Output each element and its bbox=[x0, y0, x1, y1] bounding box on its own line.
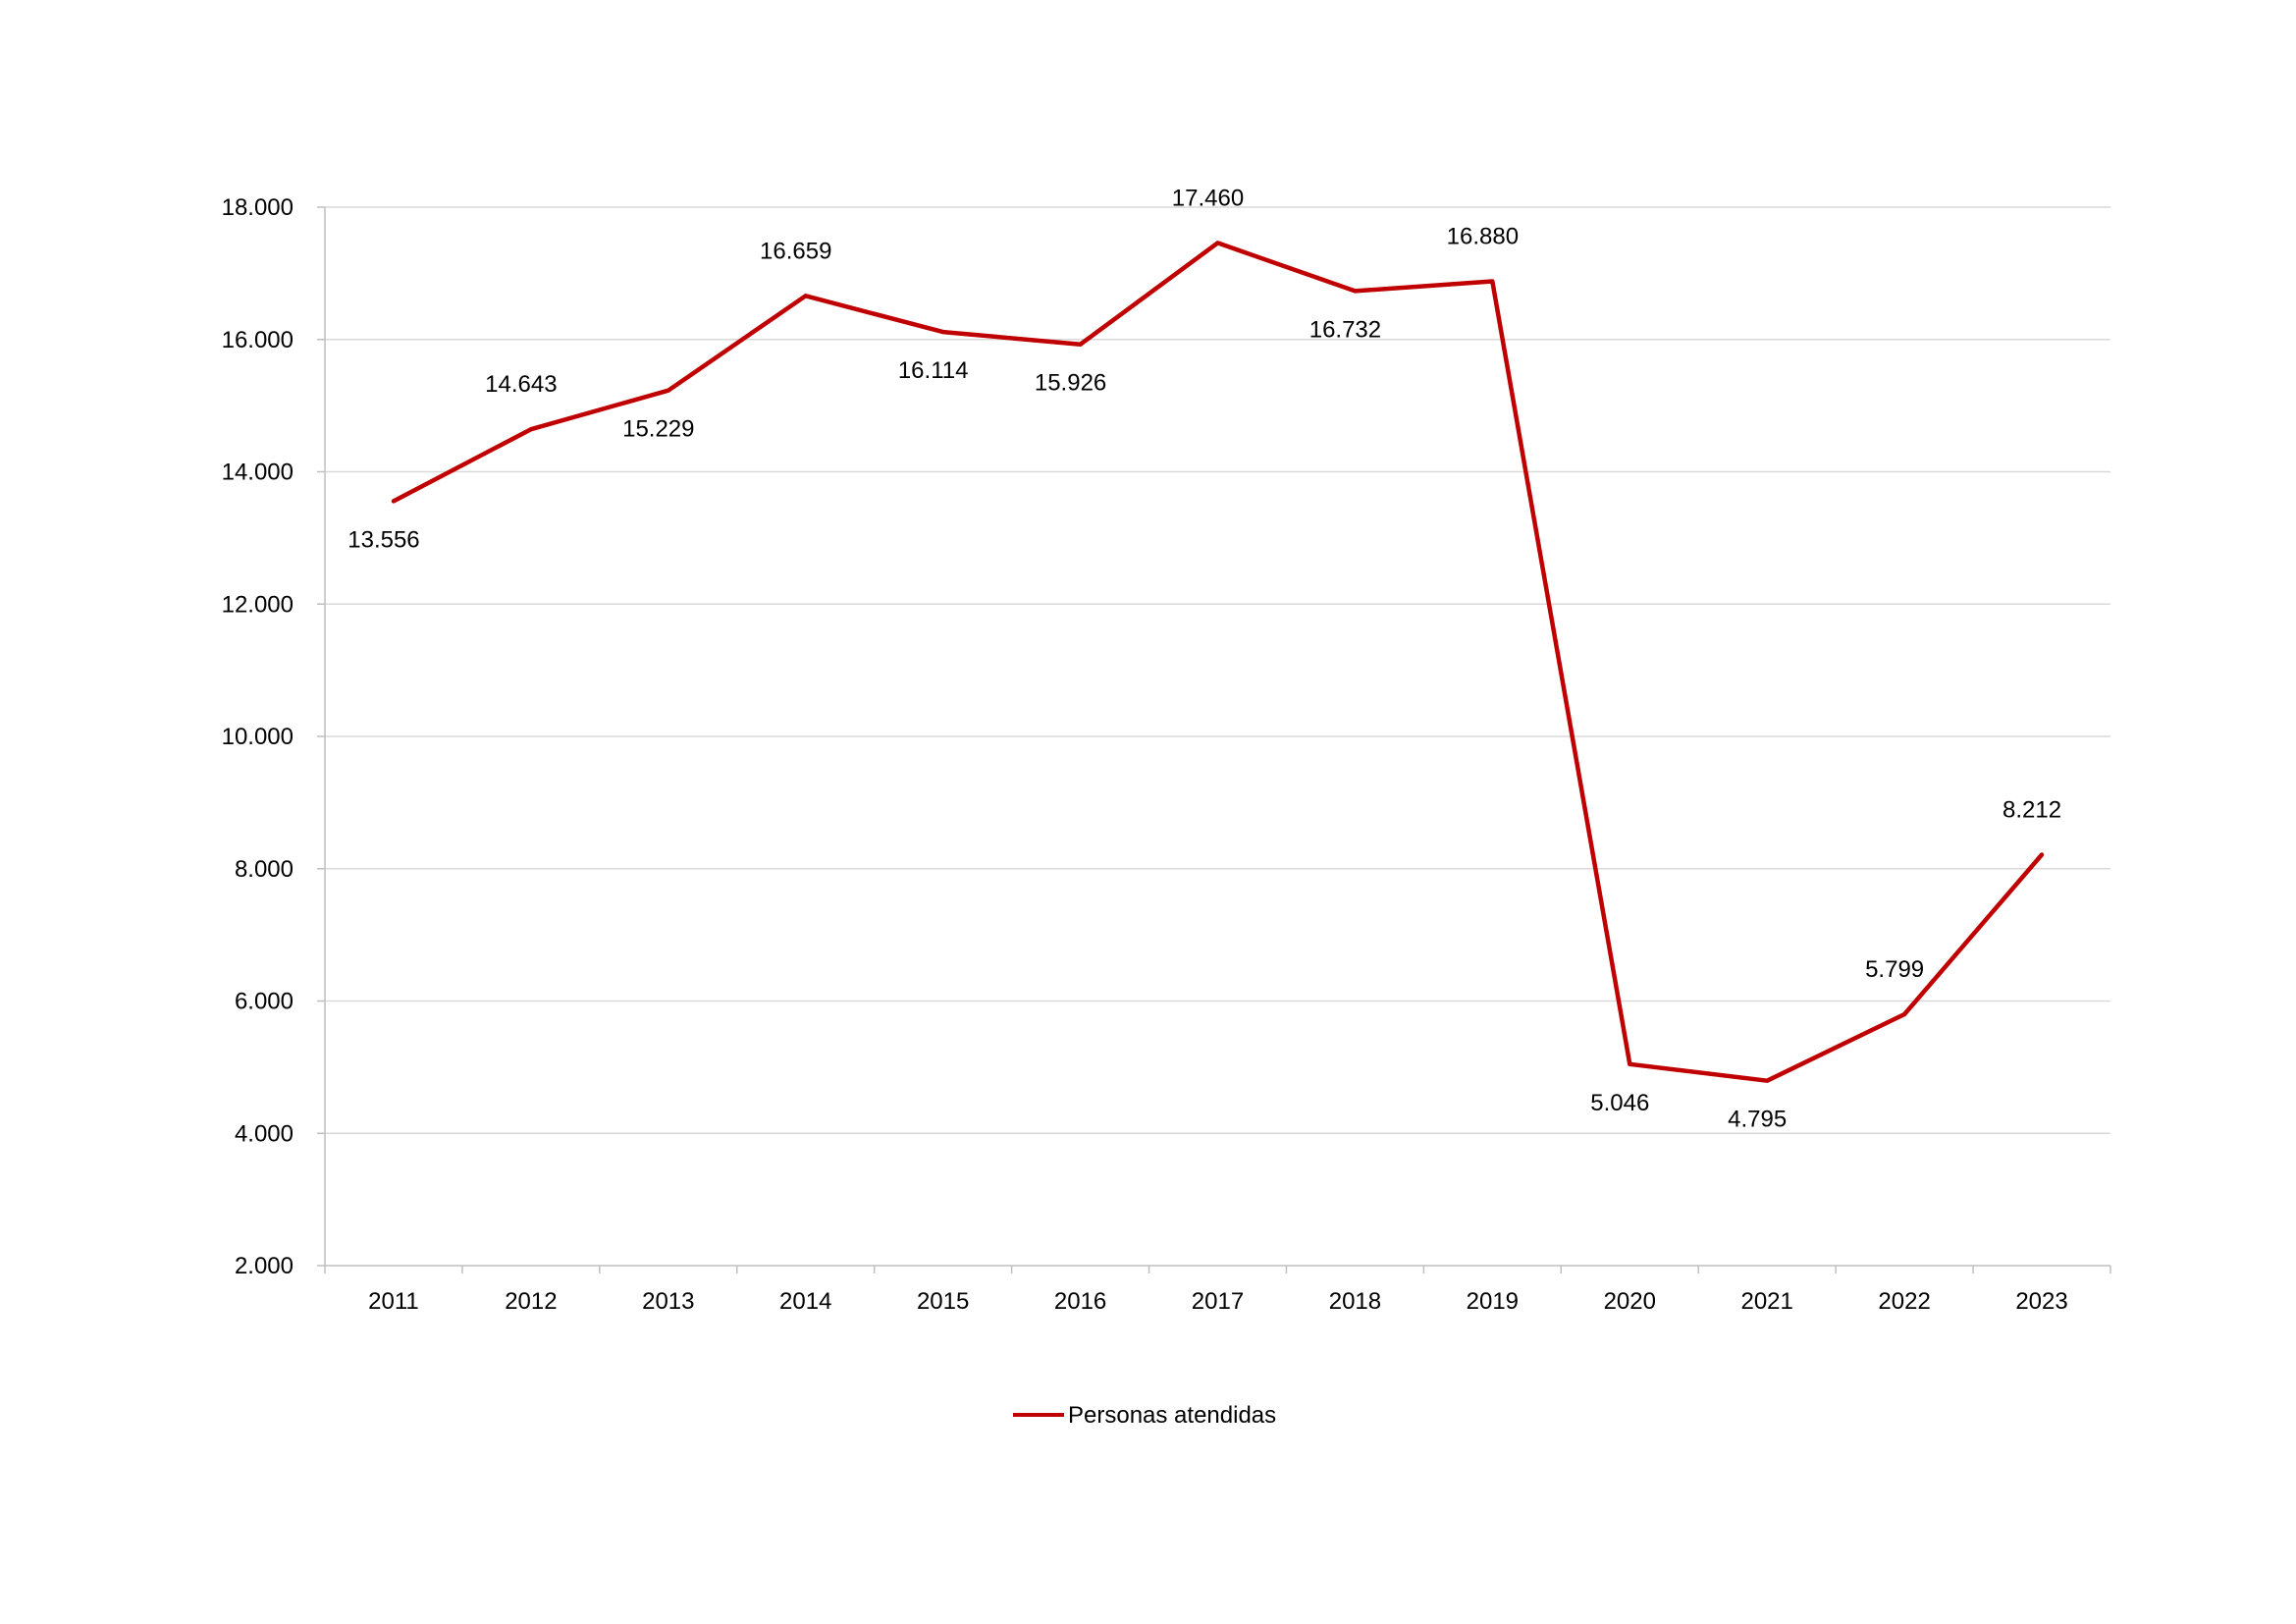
data-label: 13.556 bbox=[347, 526, 419, 553]
x-tick-label: 2015 bbox=[917, 1288, 969, 1315]
gridlines bbox=[325, 206, 2110, 1134]
data-point bbox=[1078, 342, 1084, 348]
y-tick-label: 18.000 bbox=[222, 194, 294, 221]
x-tick-label: 2018 bbox=[1329, 1288, 1381, 1315]
legend-label: Personas atendidas bbox=[1068, 1402, 1276, 1429]
x-tick-label: 2022 bbox=[1878, 1288, 1930, 1315]
series-line-personas-atendidas bbox=[391, 241, 2045, 1083]
y-tick-label: 2.000 bbox=[235, 1253, 294, 1279]
y-tick-label: 10.000 bbox=[222, 724, 294, 750]
data-point bbox=[1215, 240, 1221, 245]
y-tick-label: 12.000 bbox=[222, 591, 294, 618]
x-tick-label: 2021 bbox=[1740, 1288, 1792, 1315]
x-tick-label: 2023 bbox=[2015, 1288, 2067, 1315]
x-tick-label: 2012 bbox=[505, 1288, 557, 1315]
data-point bbox=[666, 388, 671, 394]
data-label: 17.460 bbox=[1172, 185, 1244, 211]
legend: Personas atendidas bbox=[1013, 1402, 1276, 1429]
series-layer bbox=[391, 240, 2045, 1084]
data-point bbox=[391, 498, 397, 504]
data-point bbox=[1901, 1011, 1907, 1017]
data-labels: 13.556 14.643 15.229 16.659 16.114 15.926 17.4… bbox=[347, 185, 2061, 1132]
data-label: 16.659 bbox=[760, 238, 831, 264]
data-label: 8.212 bbox=[2002, 796, 2061, 823]
x-axis-ticks: 2011 2012 2013 2014 2015 2016 2017 2018 2019 2020… bbox=[324, 1266, 2111, 1315]
y-tick-label: 6.000 bbox=[235, 989, 294, 1015]
y-tick-label: 14.000 bbox=[222, 460, 294, 486]
x-tick-label: 2020 bbox=[1604, 1288, 1656, 1315]
data-label: 15.229 bbox=[622, 416, 694, 443]
data-label: 5.799 bbox=[1865, 956, 1924, 983]
x-tick-label: 2017 bbox=[1192, 1288, 1244, 1315]
x-tick-label: 2016 bbox=[1054, 1288, 1106, 1315]
x-tick-label: 2019 bbox=[1467, 1288, 1519, 1315]
y-tick-label: 16.000 bbox=[222, 327, 294, 353]
y-tick-label: 4.000 bbox=[235, 1120, 294, 1147]
data-point bbox=[2039, 851, 2045, 857]
data-label: 16.114 bbox=[898, 357, 969, 384]
data-point bbox=[803, 293, 809, 298]
data-label: 16.880 bbox=[1447, 223, 1519, 249]
data-label: 14.643 bbox=[485, 371, 557, 398]
x-tick-label: 2011 bbox=[368, 1288, 419, 1315]
data-label: 4.795 bbox=[1728, 1107, 1787, 1133]
x-tick-label: 2014 bbox=[779, 1288, 831, 1315]
data-point bbox=[1627, 1061, 1632, 1067]
data-point bbox=[1764, 1078, 1770, 1084]
data-point bbox=[1352, 288, 1358, 294]
data-label: 5.046 bbox=[1590, 1090, 1649, 1116]
data-label: 16.732 bbox=[1309, 316, 1381, 343]
data-point bbox=[528, 426, 534, 432]
x-tick-label: 2013 bbox=[642, 1288, 694, 1315]
data-point bbox=[1489, 278, 1495, 284]
y-tick-label: 8.000 bbox=[235, 856, 294, 883]
data-point bbox=[940, 329, 946, 335]
y-axis-ticks: 2.000 4.000 6.000 8.000 10.000 12.000 14.000 16… bbox=[222, 194, 325, 1279]
data-label: 15.926 bbox=[1035, 370, 1106, 397]
